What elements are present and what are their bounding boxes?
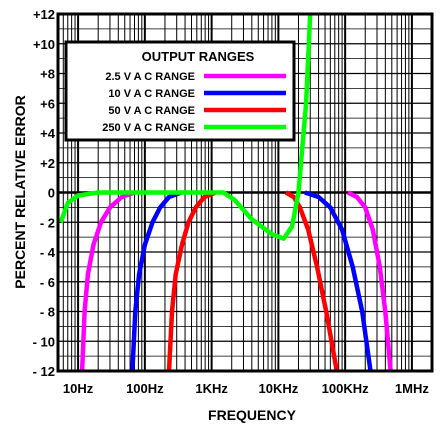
x-tick-label: 10KHz (259, 381, 299, 396)
series-lines (58, 13, 393, 372)
legend-items: 2.5 V A C RANGE 10 V A C RANGE 50 V A C RA… (102, 71, 286, 134)
x-tick-label: 100KHz (322, 381, 369, 396)
y-tick-label: +12 (33, 7, 55, 22)
x-axis-label: FREQUENCY (208, 407, 297, 423)
y-tick-label: +4 (40, 126, 56, 141)
series-line-3 (166, 190, 217, 372)
x-tick-label: 10Hz (63, 381, 94, 396)
x-tick-label: 1KHz (195, 381, 228, 396)
y-tick-label: 0 (48, 186, 55, 201)
legend-box (64, 40, 296, 142)
series-line-3 (284, 190, 340, 372)
y-axis-label: PERCENT RELATIVE ERROR (12, 95, 28, 288)
series-line-1 (346, 190, 393, 372)
y-tick-labels: +12 +10 +8 +6 +4 +2 0 - 2 - 4 - 6 - 8 - 10 - 12 (33, 7, 56, 379)
y-tick-label: - 10 (33, 334, 55, 349)
y-tick-label: - 2 (40, 215, 55, 230)
y-tick-label: +8 (40, 67, 55, 82)
y-tick-label: - 8 (40, 305, 55, 320)
y-tick-label: +2 (40, 156, 55, 171)
legend-label: 10 V A C RANGE (108, 88, 195, 100)
legend-label: 50 V A C RANGE (108, 105, 195, 117)
legend-title: OUTPUT RANGES (142, 49, 255, 64)
plot-frame (56, 12, 434, 373)
y-tick-label: +6 (40, 96, 55, 111)
x-tick-label: 1MHz (395, 381, 429, 396)
y-tick-label: - 4 (40, 245, 56, 260)
series-line-4 (58, 13, 313, 241)
x-tick-labels: 10Hz 100Hz 1KHz 10KHz 100KHz 1MHz (63, 381, 429, 396)
y-tick-label: - 12 (33, 364, 55, 379)
series-line-2 (130, 190, 182, 372)
series-line-2 (304, 190, 373, 372)
series-line-1 (79, 190, 136, 372)
legend: OUTPUT RANGES 2.5 V A C RANGE 10 V A C RA… (64, 40, 296, 142)
x-tick-label: 100Hz (126, 381, 164, 396)
y-tick-label: +10 (33, 37, 55, 52)
legend-label: 250 V A C RANGE (102, 122, 195, 134)
legend-label: 2.5 V A C RANGE (105, 71, 195, 83)
y-tick-label: - 6 (40, 275, 55, 290)
